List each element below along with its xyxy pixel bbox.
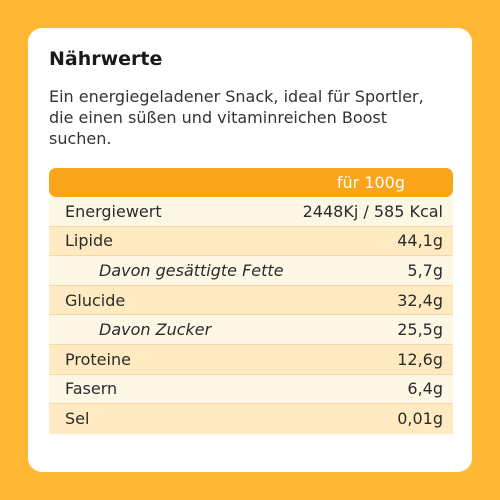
nutrition-table: für 100g Energiewert 2448Kj / 585 Kcal L… xyxy=(49,168,453,434)
row-label: Davon gesättigte Fette xyxy=(99,260,284,280)
row-value: 44,1g xyxy=(397,231,443,251)
row-sel: Sel 0,01g xyxy=(49,404,453,434)
row-gesaettigte-fette: Davon gesättigte Fette 5,7g xyxy=(49,256,453,286)
row-value: 6,4g xyxy=(407,379,443,399)
row-label: Fasern xyxy=(65,379,118,399)
row-proteine: Proteine 12,6g xyxy=(49,344,453,375)
card-title: Nährwerte xyxy=(49,48,163,70)
row-value: 0,01g xyxy=(397,409,443,429)
row-label: Lipide xyxy=(65,231,113,251)
per-100g-header: für 100g xyxy=(336,173,405,192)
row-label: Sel xyxy=(65,409,90,429)
row-value: 2448Kj / 585 Kcal xyxy=(302,201,443,221)
row-glucide: Glucide 32,4g xyxy=(49,285,453,316)
row-zucker: Davon Zucker 25,5g xyxy=(49,315,453,345)
row-label: Proteine xyxy=(65,349,131,369)
row-fasern: Fasern 6,4g xyxy=(49,374,453,405)
row-value: 12,6g xyxy=(397,349,443,369)
row-energiewert: Energiewert 2448Kj / 585 Kcal xyxy=(49,197,453,227)
table-header: für 100g xyxy=(49,168,453,197)
row-value: 25,5g xyxy=(397,320,443,340)
row-label: Glucide xyxy=(65,290,126,310)
row-label: Energiewert xyxy=(65,201,162,221)
nutrition-card: Nährwerte Ein energiegeladener Snack, id… xyxy=(28,28,472,472)
product-description: Ein energiegeladener Snack, ideal für Sp… xyxy=(49,87,424,148)
row-label: Davon Zucker xyxy=(99,320,212,340)
row-value: 32,4g xyxy=(397,290,443,310)
row-value: 5,7g xyxy=(407,260,443,280)
row-lipide: Lipide 44,1g xyxy=(49,226,453,257)
